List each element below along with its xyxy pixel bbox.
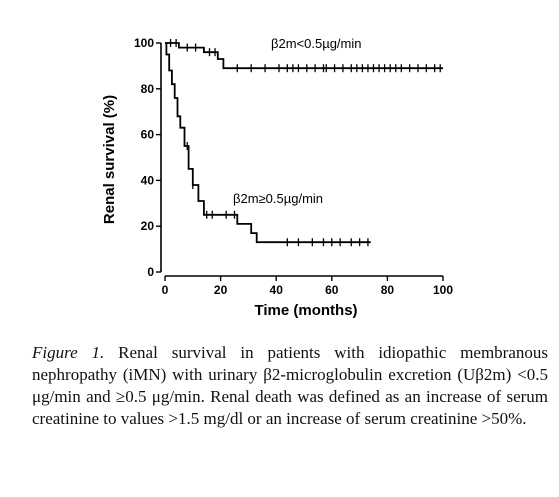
figure-caption: Figure 1. Renal survival in patients wit… (32, 342, 548, 430)
x-tick-label: 60 (325, 283, 339, 297)
caption-text: Renal survival in patients with idiopath… (32, 343, 549, 428)
x-tick-label: 20 (214, 283, 228, 297)
survival-chart-svg: 0 20 40 60 80 100 0 20 40 60 80 100 Time (months) R… (101, 36, 453, 319)
chart-series-layer (165, 39, 443, 247)
x-tick-label: 100 (433, 283, 453, 297)
chart-axes: 0 20 40 60 80 100 0 20 40 60 80 100 (134, 36, 453, 297)
x-tick-label: 40 (270, 283, 284, 297)
y-tick-label: 60 (141, 128, 155, 142)
series-label-high: β2m≥0.5µg/min (233, 191, 323, 206)
survival-chart: 0 20 40 60 80 100 0 20 40 60 80 100 Time (months) R… (101, 36, 453, 319)
x-tick-label: 0 (162, 283, 169, 297)
y-tick-label: 40 (141, 173, 155, 187)
y-tick-label: 20 (141, 219, 155, 233)
series-label-low: β2m<0.5µg/min (271, 36, 361, 51)
y-tick-label: 0 (147, 265, 154, 279)
y-tick-label: 100 (134, 36, 154, 50)
y-axis-label: Renal survival (%) (101, 95, 118, 224)
series-line-0 (165, 42, 443, 70)
caption-figure-label: Figure 1. (32, 343, 105, 362)
x-tick-label: 80 (381, 283, 395, 297)
series-line-1 (165, 42, 371, 244)
y-tick-label: 80 (141, 82, 155, 96)
x-axis-label: Time (months) (254, 302, 357, 319)
